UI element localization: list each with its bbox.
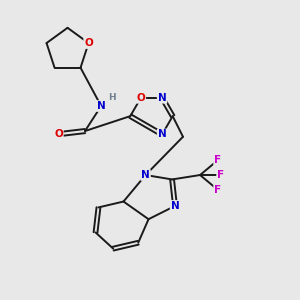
Text: F: F — [214, 155, 221, 165]
Text: N: N — [141, 170, 150, 180]
Text: H: H — [109, 93, 116, 102]
Text: O: O — [84, 38, 93, 48]
Text: F: F — [217, 170, 224, 180]
Text: N: N — [158, 130, 167, 140]
Text: N: N — [158, 93, 167, 103]
Text: O: O — [136, 93, 145, 103]
Text: N: N — [97, 101, 106, 111]
Text: O: O — [54, 129, 63, 139]
Text: F: F — [214, 185, 221, 195]
Text: N: N — [171, 201, 179, 211]
